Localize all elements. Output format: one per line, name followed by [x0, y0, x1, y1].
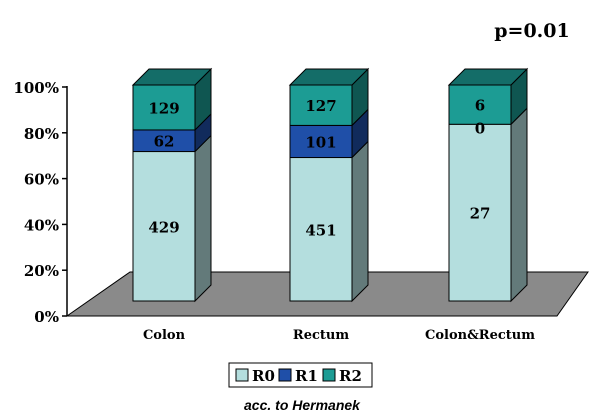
value-label-colon-rectum-r0: 27	[470, 205, 491, 223]
p-value-annotation: p=0.01	[494, 20, 569, 42]
y-tick-label: 60%	[24, 171, 59, 189]
value-label-colon-rectum-r2: 6	[475, 97, 485, 115]
legend-label-r1: R1	[295, 367, 318, 385]
bar-rectum-r0	[289, 157, 353, 302]
value-label-rectum-r2: 127	[305, 97, 336, 115]
category-label-rectum: Rectum	[293, 328, 349, 343]
bar-rectum-r1	[289, 124, 353, 159]
legend: R0 R1 R2	[228, 362, 373, 388]
y-tick-label: 0%	[34, 308, 59, 326]
data-labels: 429 62 129 451 101 127 27 0 6	[148, 97, 490, 240]
y-tick-label: 80%	[24, 125, 59, 143]
bar-colon-top	[131, 68, 213, 86]
legend-swatch-r0	[235, 368, 249, 382]
bar-rectum-r0-side	[351, 140, 369, 303]
y-tick-label: 40%	[24, 216, 59, 234]
x-axis-labels: Colon Rectum Colon&Rectum	[143, 328, 535, 343]
bar-colon-rectum-r0-side	[510, 107, 528, 303]
legend-box	[228, 362, 373, 388]
category-label-colon: Colon	[143, 328, 186, 343]
legend-label-r0: R0	[252, 367, 275, 385]
value-label-colon-r0: 429	[148, 218, 179, 236]
bar-colon-r0-side	[194, 134, 212, 303]
value-label-rectum-r0: 451	[305, 221, 336, 239]
bar-rectum-top	[288, 68, 370, 86]
value-label-colon-rectum-r1: 0	[475, 119, 485, 137]
bar-colon-rectum-r2	[448, 84, 512, 125]
category-label-colon-rectum: Colon&Rectum	[425, 328, 535, 343]
bar-colon-rectum-top	[447, 68, 529, 86]
y-tick-label: 100%	[13, 79, 59, 97]
value-label-rectum-r1: 101	[305, 133, 336, 151]
bars	[131, 67, 529, 303]
legend-label-r2: R2	[339, 367, 362, 385]
legend-swatch-r1	[278, 368, 292, 382]
y-tick-label: 20%	[24, 262, 59, 280]
y-axis: 0% 20% 40% 60% 80% 100%	[13, 79, 68, 326]
bar-colon-r2	[132, 84, 196, 131]
legend-swatch-r2	[322, 368, 336, 382]
bar-rectum-r2	[289, 84, 353, 126]
bar-colon-rectum-r0	[448, 123, 512, 302]
value-label-colon-r2: 129	[148, 99, 179, 117]
footnote: acc. to Hermanek	[244, 397, 361, 413]
value-label-colon-r1: 62	[154, 133, 175, 151]
